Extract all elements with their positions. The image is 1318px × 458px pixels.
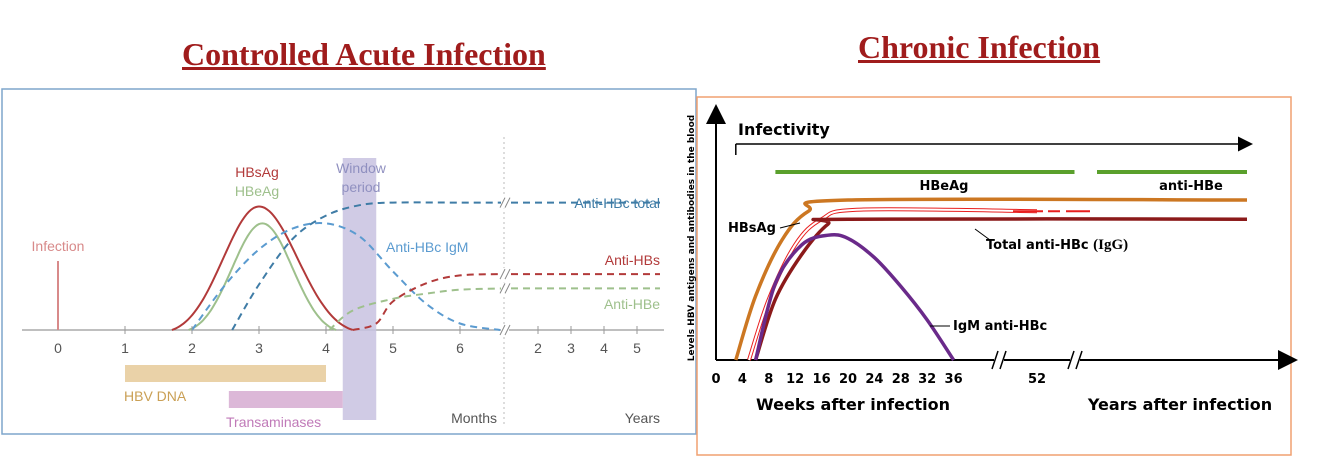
- chronic-tick-label-52: 52: [1028, 372, 1046, 387]
- axis-break-gap-3: [501, 324, 509, 336]
- total-anti-hbc-label: Total anti-HBc (IgG): [986, 237, 1128, 253]
- chronic-tick-label-24: 24: [865, 372, 883, 387]
- chronic-tick-label-36: 36: [945, 372, 963, 387]
- axis-break-stroke-b-0: [504, 197, 511, 208]
- window-period-label-1: Window: [336, 160, 387, 176]
- axis-break-stroke-a-0: [499, 197, 506, 208]
- anti-hbc-total-label: Anti-HBc total: [574, 195, 660, 211]
- hbeag-label: HBeAg: [235, 183, 279, 199]
- hbeag-marker-label: HBeAg: [920, 179, 969, 194]
- chronic-chart-frame: [696, 96, 1292, 456]
- axis-break-stroke-a-1: [499, 268, 506, 280]
- chronic-chart-title: Chronic Infection: [858, 29, 1101, 65]
- chronic-axis-break-gap-1: [1070, 354, 1080, 366]
- acute-tick-label-month-3: 3: [255, 340, 263, 356]
- weeks-axis-label: Weeks after infection: [756, 395, 950, 414]
- acute-series-anti-hbe: [328, 287, 507, 331]
- chronic-series-igm-anti-hbc: [753, 232, 956, 361]
- hbsag-leader: [779, 222, 801, 229]
- anti-hbe-marker-label: anti-HBe: [1159, 179, 1223, 194]
- acute-series-anti-hbc-total: [231, 201, 507, 331]
- infectivity-label: Infectivity: [738, 120, 830, 139]
- acute-chart-title: Controlled Acute Infection: [182, 36, 546, 72]
- chronic-tick-label-4: 4: [738, 372, 747, 387]
- axis-break-stroke-a-2: [499, 283, 506, 294]
- chronic-hbsag-label: HBsAg: [728, 221, 776, 236]
- acute-series-hbsag: [171, 205, 354, 331]
- acute-tick-label-year-5: 5: [633, 340, 641, 356]
- acute-tick-label-month-1: 1: [121, 340, 129, 356]
- acute-tick-label-month-5: 5: [389, 340, 397, 356]
- acute-tick-label-month-6: 6: [456, 340, 464, 356]
- anti-hbc-igm-label: Anti-HBc IgM: [386, 239, 468, 255]
- chronic-chart: 0 4 8 12 16 20 24 28 32 36 52 Infectivity HBeAg an…: [687, 96, 1298, 456]
- acute-tick-label-month-4: 4: [322, 340, 330, 356]
- acute-tick-label-year-3: 3: [567, 340, 575, 356]
- chronic-tick-label-28: 28: [892, 372, 910, 387]
- hbsag-label: HBsAg: [235, 164, 279, 180]
- anti-hbs-label: Anti-HBs: [605, 252, 660, 268]
- acute-chart: 0 1 2 3 4 5 6 2 3 4 5 Infection Window period HBsA…: [1, 88, 697, 435]
- months-label: Months: [451, 410, 497, 426]
- chronic-tick-label-16: 16: [813, 372, 831, 387]
- years-axis-label: Years after infection: [1087, 395, 1272, 414]
- chronic-tick-label-8: 8: [764, 372, 773, 387]
- axis-break-stroke-b-3: [504, 324, 511, 336]
- acute-tick-label-month-2: 2: [188, 340, 196, 356]
- acute-tick-label-year-2: 2: [534, 340, 542, 356]
- acute-series-hbeag: [188, 222, 337, 331]
- total-anti-hbc-text: Total anti-HBc: [986, 238, 1093, 253]
- total-anti-hbc-igg: (IgG): [1093, 237, 1128, 253]
- chronic-axis-break-b-1: [1075, 350, 1083, 370]
- chronic-series-hbsag: [734, 197, 1248, 361]
- axis-break-stroke-b-1: [504, 268, 511, 280]
- anti-hbe-label: Anti-HBe: [604, 296, 660, 312]
- chronic-series-hbsag-outline-inner: [748, 208, 1038, 361]
- acute-series-anti-hbc-igm: [191, 222, 501, 331]
- window-period-band: [342, 158, 377, 420]
- chronic-axis-break-gap-0: [994, 354, 1004, 366]
- axis-break-gap-2: [501, 282, 509, 295]
- axis-break-stroke-a-3: [499, 324, 506, 336]
- hbv-dna-bar: [125, 365, 326, 382]
- chronic-axis-break-b-0: [999, 350, 1007, 370]
- chronic-tick-label-0: 0: [711, 372, 720, 387]
- transaminases-label: Transaminases: [226, 414, 321, 430]
- hbv-dna-label: HBV DNA: [124, 388, 187, 404]
- chronic-axis-break-a-1: [1067, 350, 1075, 370]
- axis-break-gap-1: [501, 268, 509, 281]
- total-anti-hbc-leader: [974, 228, 991, 241]
- infection-label: Infection: [32, 238, 85, 254]
- chronic-tick-label-12: 12: [786, 372, 804, 387]
- years-label: Years: [625, 410, 660, 426]
- chronic-tick-label-32: 32: [918, 372, 936, 387]
- transaminases-bar: [228, 391, 343, 408]
- acute-tick-label-year-4: 4: [600, 340, 608, 356]
- window-period-label-2: period: [342, 179, 381, 195]
- axis-break-stroke-b-2: [504, 283, 511, 294]
- chronic-y-axis-label: Levels HBV antigens and antibodies in th…: [687, 115, 697, 361]
- chronic-tick-label-20: 20: [839, 372, 857, 387]
- chronic-axis-break-a-0: [991, 350, 999, 370]
- acute-tick-label-month-0: 0: [54, 340, 62, 356]
- igm-anti-hbc-label: IgM anti-HBc: [953, 319, 1047, 334]
- chronic-series-total-anti-hbc-igg: [753, 217, 1248, 361]
- axis-break-gap-0: [501, 196, 509, 209]
